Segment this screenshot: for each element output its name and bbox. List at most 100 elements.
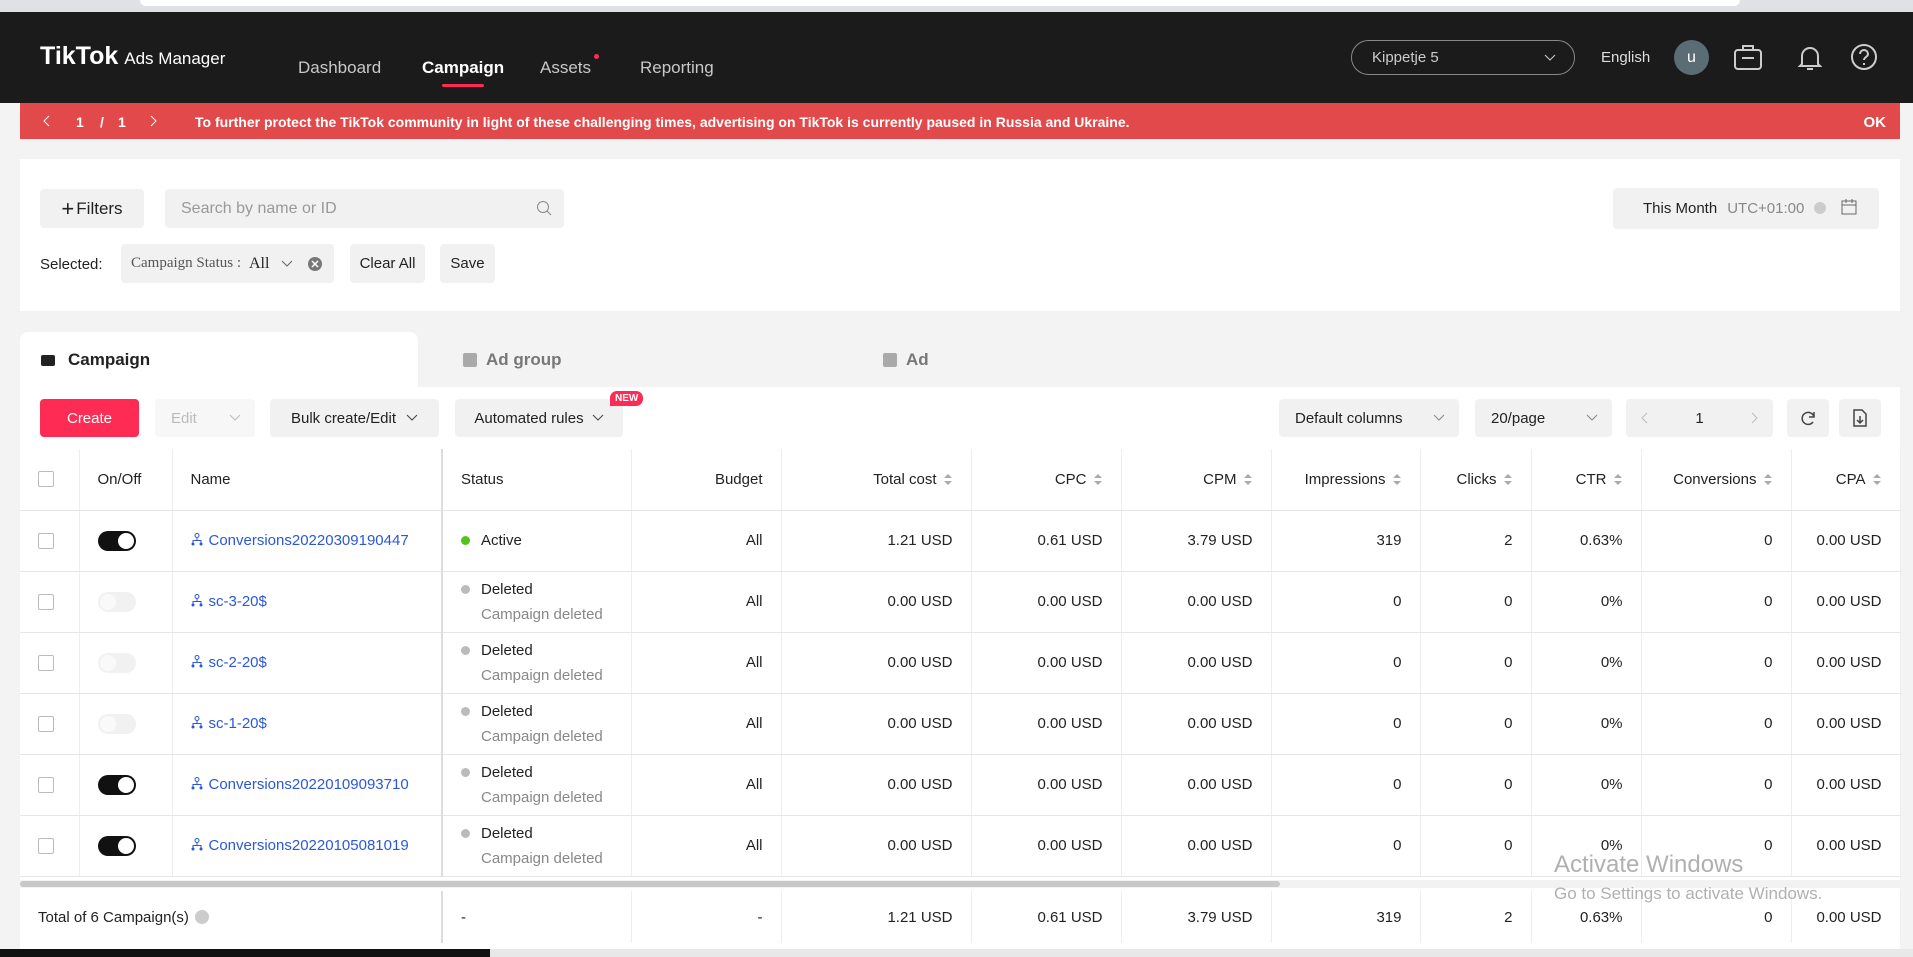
- tab[interactable]: Ad: [858, 332, 1278, 387]
- campaign-name[interactable]: sc-1-20$: [208, 715, 267, 732]
- column-header[interactable]: CPM: [1121, 449, 1272, 511]
- select-cell: [20, 754, 80, 816]
- page-number[interactable]: 1: [1695, 409, 1704, 427]
- watermark-title: Activate Windows: [1554, 851, 1744, 878]
- tab[interactable]: Ad group: [438, 332, 858, 387]
- metric-cell: 0%: [1531, 815, 1642, 877]
- remove-icon[interactable]: [307, 256, 323, 272]
- total-table: Total of 6 Campaign(s) - -1.21 USD 0.61 USD…: [20, 891, 1901, 943]
- status-toggle[interactable]: [97, 835, 136, 856]
- prev-page[interactable]: [1640, 412, 1648, 424]
- row-checkbox[interactable]: [38, 776, 54, 793]
- status-toggle[interactable]: [97, 774, 136, 795]
- column-header[interactable]: Conversions: [1641, 449, 1792, 511]
- status-cell: Deleted Campaign deleted: [442, 632, 632, 694]
- metric-cell: 0.63%: [1531, 510, 1642, 572]
- campaign-name[interactable]: Conversions20220105081019: [208, 837, 409, 854]
- row-checkbox[interactable]: [38, 715, 54, 732]
- banner-ok[interactable]: OK: [1863, 114, 1887, 131]
- clear-all-button[interactable]: Clear All: [350, 244, 425, 283]
- filters-button[interactable]: + Filters: [40, 189, 144, 228]
- row-checkbox[interactable]: [38, 593, 54, 610]
- create-button[interactable]: Create: [40, 399, 139, 437]
- search-input[interactable]: Search by name or ID: [165, 189, 564, 228]
- next-page[interactable]: [1751, 412, 1759, 424]
- budget-cell: All: [631, 571, 782, 633]
- watermark-text: Go to Settings to activate Windows.: [1554, 884, 1823, 903]
- chip-value: All: [249, 254, 270, 272]
- row-checkbox[interactable]: [38, 837, 54, 854]
- refresh-button[interactable]: [1787, 399, 1829, 437]
- total-cell: -: [631, 891, 782, 943]
- prev-icon[interactable]: [42, 115, 50, 127]
- help-icon[interactable]: [1849, 42, 1879, 72]
- scrollbar-track: [20, 880, 1900, 888]
- status-toggle[interactable]: [97, 591, 136, 612]
- pager: 1: [1626, 399, 1773, 437]
- sort-icon: [1093, 473, 1102, 485]
- total-cell: 0.61 USD: [971, 891, 1122, 943]
- status-line: Deleted: [461, 703, 613, 720]
- metric-cell: 0: [1641, 754, 1792, 816]
- columns-select[interactable]: Default columns: [1279, 399, 1459, 437]
- column-title: Budget: [714, 470, 763, 488]
- column-header: Name: [172, 449, 443, 511]
- status-line: Deleted: [461, 825, 613, 842]
- campaign-name[interactable]: Conversions20220109093710: [208, 776, 409, 793]
- column-header[interactable]: Total cost: [781, 449, 972, 511]
- metric-cell: 0.00 USD: [971, 632, 1122, 694]
- bell-icon[interactable]: [1795, 42, 1825, 72]
- campaign-row: sc-3-20$ Deleted Campaign deleted All 0.00 U…: [20, 571, 1901, 633]
- rules-button[interactable]: Automated rules: [455, 399, 623, 437]
- avatar[interactable]: u: [1674, 40, 1709, 75]
- nav-item[interactable]: Assets: [540, 54, 600, 78]
- status-toggle[interactable]: [97, 530, 136, 551]
- date-picker[interactable]: This Month UTC+01:00: [1613, 188, 1879, 229]
- status-toggle[interactable]: [97, 713, 136, 734]
- logo[interactable]: TikTok Ads Manager: [40, 42, 225, 71]
- tab[interactable]: Campaign: [20, 332, 418, 387]
- campaign-icon: [191, 777, 202, 790]
- save-button[interactable]: Save: [440, 244, 495, 283]
- page-size-label: 20/page: [1491, 409, 1546, 427]
- business-icon[interactable]: [1733, 42, 1763, 72]
- column-header[interactable]: Clicks: [1420, 449, 1532, 511]
- table-body: Conversions20220309190447 Active All 1.21 U…: [20, 510, 1901, 877]
- toggle-cell: [79, 754, 173, 816]
- toggle-cell: [79, 815, 173, 877]
- nav-item[interactable]: Campaign: [422, 58, 504, 87]
- account-select[interactable]: Kippetje 5: [1351, 40, 1575, 75]
- nav-item[interactable]: Reporting: [640, 58, 714, 77]
- total-cell: 0: [1641, 891, 1792, 943]
- row-checkbox[interactable]: [38, 654, 54, 671]
- account-name: Kippetje 5: [1372, 49, 1439, 66]
- filter-chip[interactable]: Campaign Status : All: [121, 244, 334, 283]
- chevron: [406, 414, 418, 421]
- plus-icon: +: [61, 195, 75, 221]
- campaign-name[interactable]: sc-2-20$: [208, 654, 267, 671]
- select-all-checkbox[interactable]: [38, 471, 54, 488]
- metric-cell: 0.00 USD: [1791, 510, 1901, 572]
- total-cell: 1.21 USD: [781, 891, 972, 943]
- campaign-row: Conversions20220105081019 Deleted Campaign…: [20, 815, 1901, 877]
- campaign-icon: [191, 655, 202, 668]
- edit-button[interactable]: Edit: [155, 399, 255, 437]
- column-header[interactable]: CPC: [971, 449, 1122, 511]
- page-size-select[interactable]: 20/page: [1475, 399, 1612, 437]
- campaign-name[interactable]: Conversions20220309190447: [208, 532, 409, 549]
- budget-cell: All: [631, 510, 782, 572]
- scrollbar-thumb[interactable]: [20, 881, 1280, 887]
- bulk-button[interactable]: Bulk create/Edit: [270, 399, 439, 437]
- nav-item[interactable]: Dashboard: [298, 58, 382, 77]
- column-header[interactable]: CPA: [1791, 449, 1901, 511]
- campaign-name[interactable]: sc-3-20$: [208, 593, 267, 610]
- status-toggle[interactable]: [97, 652, 136, 673]
- export-button[interactable]: [1839, 399, 1881, 437]
- next-icon[interactable]: [150, 115, 158, 127]
- column-header[interactable]: Impressions: [1271, 449, 1421, 511]
- language[interactable]: English: [1601, 49, 1651, 66]
- metric-cell: 0.00 USD: [781, 693, 972, 755]
- row-checkbox[interactable]: [38, 532, 54, 549]
- column-header[interactable]: CTR: [1531, 449, 1642, 511]
